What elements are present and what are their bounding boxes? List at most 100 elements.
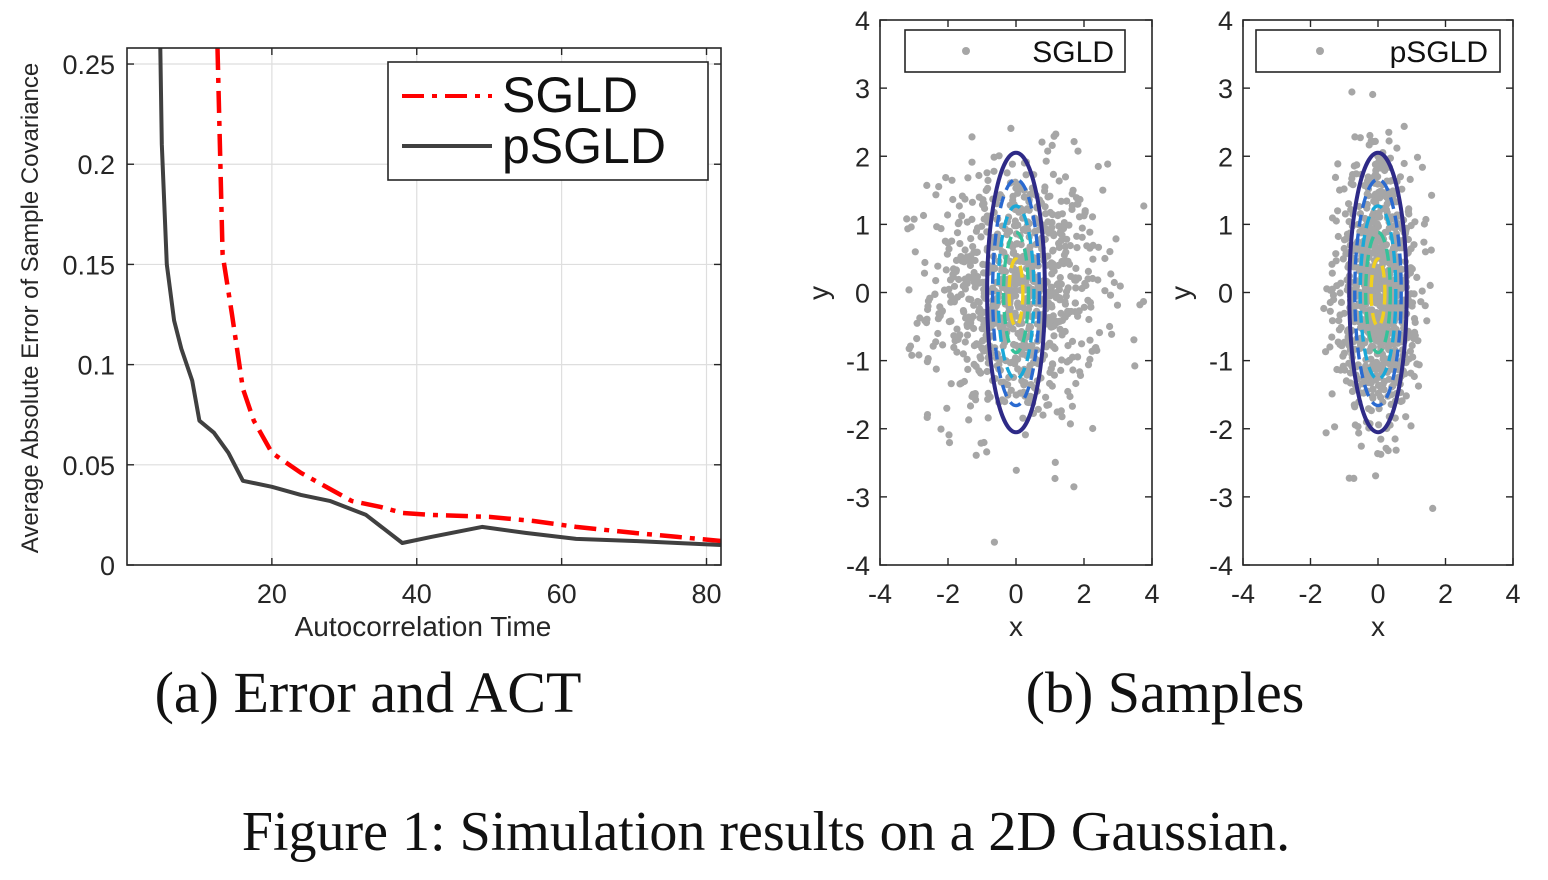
sample-point xyxy=(913,335,921,343)
panel-b-psgld-scatter: -4 -2 0 2 4 4 3 2 1 0 -1 -2 -3 -4 pSGLD x y xyxy=(1165,6,1521,642)
y-tick-label: 0.05 xyxy=(62,451,115,481)
series-line-sgld xyxy=(215,47,722,544)
sample-point xyxy=(1407,222,1415,230)
sample-point xyxy=(972,451,980,459)
sample-point xyxy=(955,202,963,210)
sample-point xyxy=(1414,337,1422,345)
sample-point xyxy=(961,275,969,283)
sample-point xyxy=(965,295,973,303)
sample-point xyxy=(959,350,968,358)
sample-point xyxy=(1019,414,1027,422)
sample-point xyxy=(1107,270,1115,278)
sample-point xyxy=(1026,243,1034,251)
sample-point xyxy=(1349,181,1357,189)
sample-point xyxy=(1371,284,1379,292)
sgld-ylabel: y xyxy=(803,286,834,300)
sample-point xyxy=(949,195,957,204)
sample-point xyxy=(1385,128,1393,136)
sample-point xyxy=(1056,317,1064,325)
x-tick-label: -4 xyxy=(868,579,892,609)
sample-point xyxy=(1334,232,1342,241)
sample-point xyxy=(1055,239,1063,247)
x-tick-label: 40 xyxy=(402,579,432,609)
y-tick-label: 2 xyxy=(855,142,870,172)
sample-point xyxy=(1383,200,1391,208)
sample-point xyxy=(1010,272,1019,280)
sample-point xyxy=(1027,381,1035,389)
sample-point xyxy=(1074,147,1082,155)
sample-point xyxy=(1008,160,1017,168)
sample-point xyxy=(1323,285,1331,293)
sample-point xyxy=(1082,281,1090,290)
sample-point xyxy=(1058,356,1066,364)
sample-point xyxy=(1408,332,1416,340)
sample-point xyxy=(1372,472,1380,480)
sample-point xyxy=(955,275,963,284)
sample-point xyxy=(1046,339,1054,347)
sample-point xyxy=(1078,340,1086,348)
sample-point xyxy=(937,425,945,433)
sample-point xyxy=(969,243,977,251)
y-tick-label: 0 xyxy=(1218,279,1233,309)
y-tick-label: -4 xyxy=(1209,551,1233,581)
sample-point xyxy=(1086,228,1094,236)
sample-point xyxy=(1335,317,1343,325)
sample-point xyxy=(1064,284,1072,292)
sample-point xyxy=(1108,330,1116,338)
sample-point xyxy=(1360,321,1368,329)
sample-point xyxy=(1421,302,1429,310)
psgld-legend-marker xyxy=(1316,47,1324,55)
sample-point xyxy=(973,224,982,232)
sample-point xyxy=(1406,175,1414,183)
sgld-xlabel: x xyxy=(1009,611,1023,642)
sample-point xyxy=(1060,251,1068,259)
sample-point xyxy=(1322,348,1330,356)
sample-point xyxy=(1012,391,1020,399)
sample-point xyxy=(1351,133,1359,141)
sample-point xyxy=(1048,263,1056,271)
panel-a-legend-box xyxy=(387,61,709,181)
sample-point xyxy=(1337,323,1345,332)
sample-point xyxy=(1402,392,1410,400)
x-tick-label: 2 xyxy=(1438,579,1453,609)
sample-point xyxy=(1334,160,1342,168)
sample-point xyxy=(1078,224,1086,232)
sample-point xyxy=(905,286,913,294)
sample-point xyxy=(947,298,955,306)
sample-point xyxy=(1068,402,1076,410)
sample-point xyxy=(1104,160,1112,168)
sample-point xyxy=(966,261,975,270)
sample-point xyxy=(1332,217,1340,225)
y-tick-label: 0 xyxy=(855,279,870,309)
sample-point xyxy=(913,319,921,327)
sample-point xyxy=(1028,341,1036,349)
sample-point xyxy=(1034,405,1042,413)
panel-a-caption: (a) Error and ACT xyxy=(155,660,582,725)
sample-point xyxy=(1019,226,1027,234)
sample-point xyxy=(1409,353,1417,361)
sample-point xyxy=(972,362,980,371)
sample-point xyxy=(1080,212,1088,220)
y-tick-label: 0.2 xyxy=(77,150,115,180)
sample-point xyxy=(1375,421,1383,429)
sample-point xyxy=(1366,131,1374,140)
sample-point xyxy=(908,351,916,359)
sample-point xyxy=(1372,246,1380,255)
sample-point xyxy=(1381,166,1389,175)
sample-point xyxy=(1110,278,1118,287)
sample-point xyxy=(989,284,997,292)
sample-point xyxy=(1055,177,1063,185)
sample-point xyxy=(977,439,985,447)
sample-point xyxy=(1014,221,1022,229)
sample-point xyxy=(1357,342,1366,351)
sample-point xyxy=(1361,182,1369,190)
sample-point xyxy=(1332,250,1340,258)
sample-point xyxy=(1048,223,1056,232)
sample-point xyxy=(1374,222,1382,230)
sample-point xyxy=(1353,161,1361,169)
y-tick-label: 2 xyxy=(1218,142,1233,172)
sample-point xyxy=(1336,186,1344,194)
sample-point xyxy=(948,176,956,184)
sample-point xyxy=(1400,159,1408,168)
sample-point xyxy=(1050,371,1058,379)
